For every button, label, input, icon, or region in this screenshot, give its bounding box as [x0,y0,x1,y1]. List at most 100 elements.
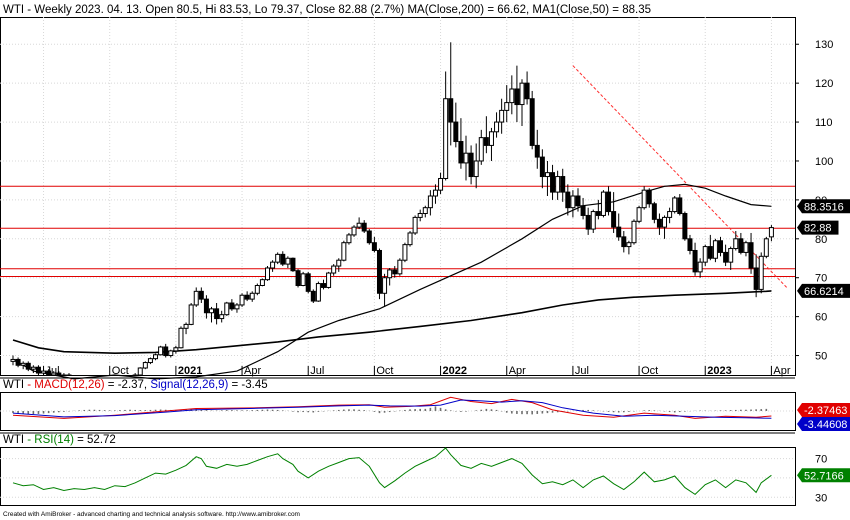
candle-body [667,211,673,218]
candle-body [478,137,484,162]
candle-body [499,109,505,123]
candle-body [504,102,510,111]
price-value-tag-bg [797,283,850,298]
x-tick-label-2023: 2023 [707,365,731,377]
title-ohlc: - Weekly 2023. 04. 13. Open 80.5, Hi 83.… [24,4,407,16]
candle-body [417,213,423,218]
candle-body [25,362,31,370]
candle-body [422,207,428,215]
macd-title-value: = -2.37, [105,379,151,391]
candle-body [30,366,36,370]
rsi-value-tag-bg [797,468,850,483]
candle-body [188,304,194,325]
candle-body [662,216,668,228]
candle-body [351,226,357,236]
rsi-value-tag-text: 52.7166 [804,470,844,482]
candle-body [382,277,388,294]
rsi-pane-frame [0,447,796,506]
macd-value-tag: -2.37463 [797,403,850,417]
candle-body [336,259,342,267]
candle-body [142,362,148,369]
candle-body [438,177,444,191]
candle-body [356,222,362,228]
candle-body [331,265,337,274]
candle-body [539,156,545,178]
candle-body [163,346,169,357]
candle-body [224,302,230,316]
y-tick-label: 120 [815,78,833,90]
candle-body [509,88,515,104]
candle-body [626,242,632,248]
candle-body [56,372,62,375]
candle-body [672,197,678,213]
y-tick-label: 70 [815,273,827,285]
candle-body [203,298,209,314]
signal-value-tag-text: -3.44608 [804,419,847,431]
candle-body [178,327,184,349]
candle-body [687,238,693,251]
y-tick-label: 50 [815,351,827,363]
price-pane-frame [0,17,796,376]
footer-text: Created with AmiBroker - advanced charti… [3,511,300,518]
candle-body [41,370,47,374]
candle-body [641,189,647,209]
candle-body [280,253,286,265]
candle-body [229,302,235,310]
y-tick-label: 100 [815,156,833,168]
x-tick-label-oct: Oct [376,365,393,377]
candle-body [753,267,759,290]
candle-body [560,176,566,193]
candle-body [320,283,326,288]
candle-body [305,273,311,292]
y-tick-label: 130 [815,39,833,51]
candle-body [315,283,321,302]
rsi-title-name: - RSI(14) [24,434,74,446]
candle-body [443,98,449,179]
candle-body [448,98,454,123]
candle-body [412,216,418,234]
candle-body [259,279,265,287]
candle-body [295,270,301,286]
candle-body [371,242,377,251]
candle-body [341,242,347,261]
candle-body [168,350,174,357]
candle-body [193,290,199,306]
ma50-line [12,183,772,380]
candle-body [239,294,245,306]
candle-body [432,189,438,197]
price-title: WTI - Weekly 2023. 04. 13. Open 80.5, Hi… [3,4,651,16]
candle-body [580,205,586,216]
x-tick-label-2022: 2022 [443,365,467,377]
candle-body [748,242,754,269]
candle-body [310,290,316,302]
candle-body [677,197,683,215]
ma200-line [12,290,772,355]
candle-body [51,372,57,375]
candle-body [10,358,16,362]
candle-body [463,152,469,164]
candle-body [402,244,408,261]
candle-body [494,121,500,133]
macd-value-tag-text: -2.37463 [804,405,847,417]
candle-body [621,236,627,248]
title-ma200: MA(Close,200) = 66.62, [407,4,532,16]
candle-body [611,211,617,228]
candle-body [595,211,601,216]
candle-body [651,203,657,220]
x-tick-label-jul: Jul [310,365,324,377]
rsi-y-tick-label: 30 [815,492,827,504]
candle-body [519,82,525,106]
candle-body [636,207,642,222]
candle-body [183,323,189,329]
candle-body [346,234,352,244]
rsi-line [12,447,772,496]
candle-body [738,238,744,253]
candle-body [590,211,596,230]
candle-body [646,189,652,205]
candle-body [514,88,520,106]
candle-body [768,227,774,238]
candle-body [214,308,220,320]
candle-body [550,172,556,193]
candle-body [209,308,215,314]
